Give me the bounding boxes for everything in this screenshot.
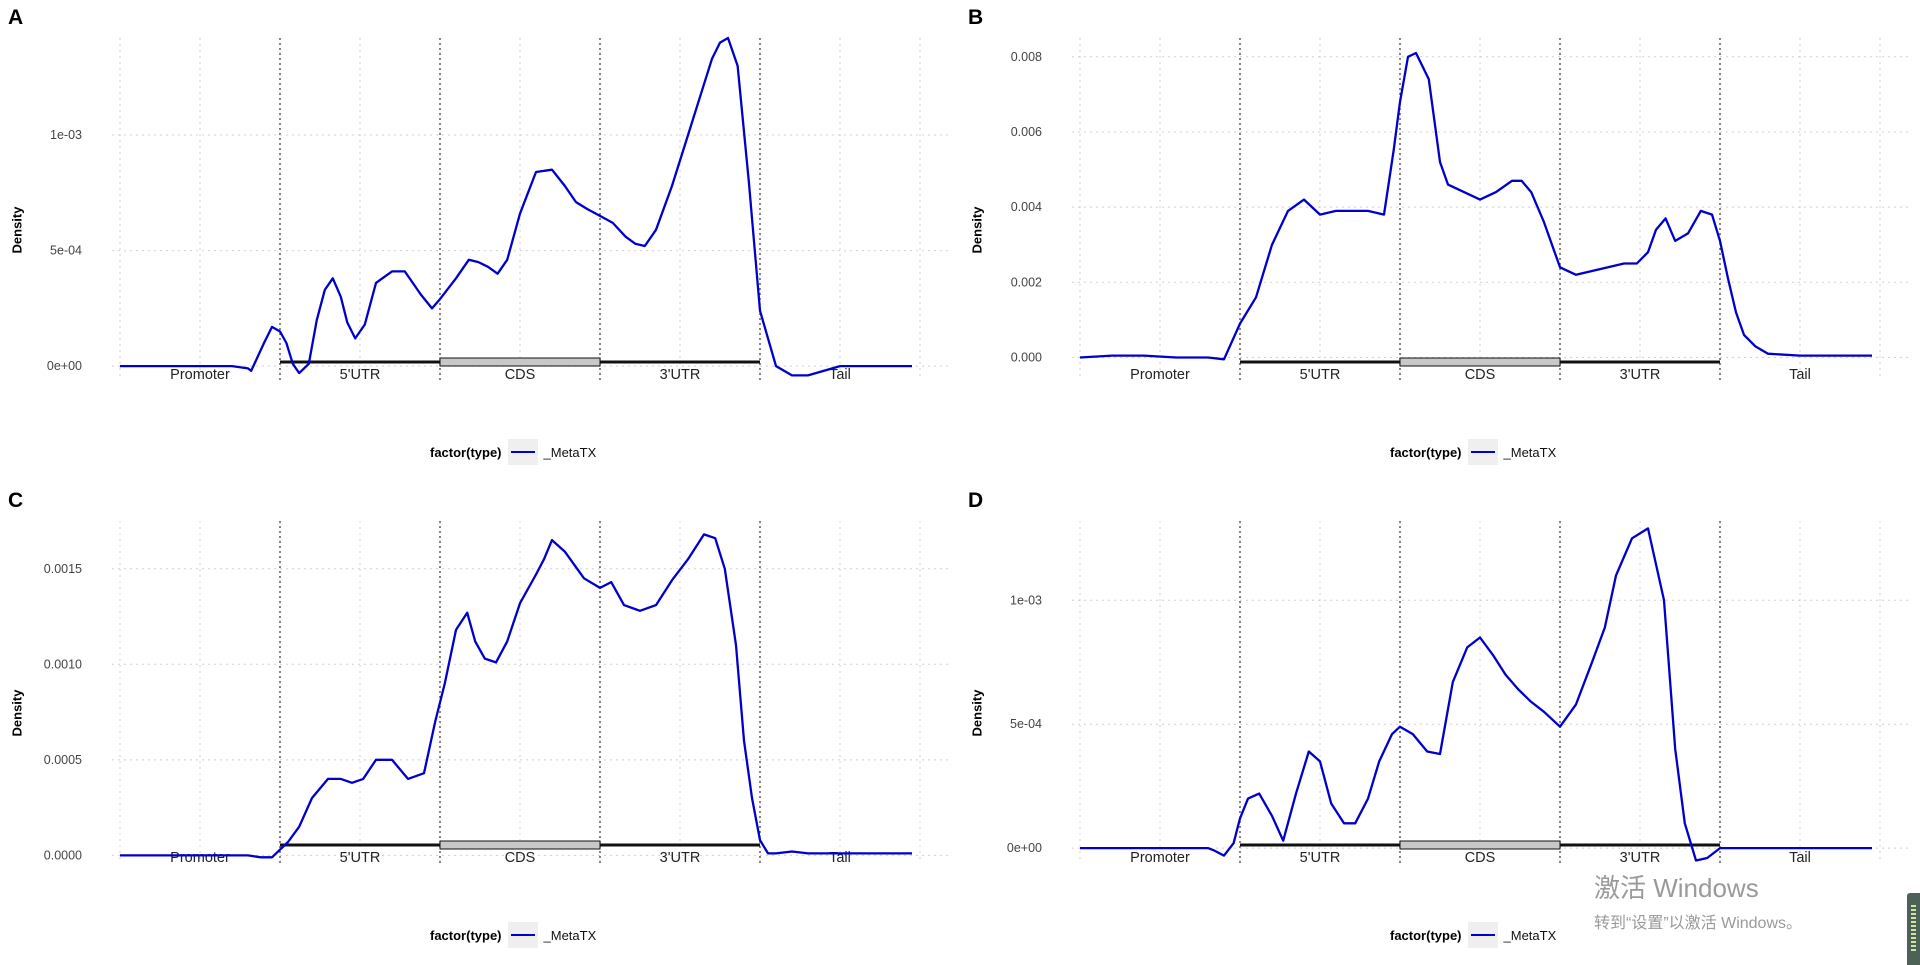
watermark-subtitle: 转到“设置”以激活 Windows。: [1594, 915, 1803, 932]
meter-icon: [1911, 905, 1916, 953]
region-label: 3'UTR: [660, 850, 701, 866]
panel-label: A: [8, 6, 24, 29]
legend-series-name: _MetaTX: [1503, 444, 1557, 460]
density-series-line: [1080, 527, 1872, 862]
region-label: 3'UTR: [1620, 367, 1661, 383]
y-tick-label: 5e-04: [50, 244, 82, 258]
legend-title: factor(type): [430, 927, 502, 943]
y-tick-label: 1e-03: [50, 128, 82, 142]
panel-label: B: [968, 6, 984, 29]
region-label: Promoter: [1130, 850, 1190, 866]
y-tick-label: 0.002: [1011, 275, 1042, 289]
region-label: 3'UTR: [660, 367, 701, 383]
watermark-title: 激活 Windows: [1594, 873, 1759, 903]
region-label: 3'UTR: [1620, 850, 1661, 866]
cds-box: [439, 357, 601, 367]
y-tick-label: 0.0005: [44, 753, 82, 767]
legend-title: factor(type): [430, 444, 502, 460]
legend: factor(type) _MetaTX: [430, 922, 597, 948]
panel-label: C: [8, 489, 24, 512]
legend: factor(type) _MetaTX: [430, 439, 597, 465]
windows-activation-watermark: 激活 Windows 转到“设置”以激活 Windows。: [1594, 868, 1802, 933]
panel-c: C Density 0.0000 0.0005 0.0010 0.0015 Promot…: [0, 483, 960, 965]
cds-box: [1399, 840, 1561, 850]
legend-title: factor(type): [1390, 927, 1462, 943]
y-tick-label: 0.000: [1011, 350, 1042, 364]
y-tick-label: 5e-04: [1010, 717, 1042, 731]
panel-d: D Density 0e+00 5e-04 1e-03 Promoter 5'UTR CD…: [960, 483, 1920, 965]
region-label: Tail: [1789, 367, 1811, 383]
chart-a: 0e+00 5e-04 1e-03 Promoter 5'UTR CDS 3'UTR Tail: [47, 36, 950, 383]
density-series-line: [120, 36, 912, 377]
legend-series-name: _MetaTX: [543, 927, 597, 943]
legend: factor(type) _MetaTX: [1390, 439, 1557, 465]
y-tick-label: 0.006: [1011, 125, 1042, 139]
region-label: CDS: [505, 367, 536, 383]
region-label: 5'UTR: [1300, 850, 1341, 866]
density-series-line: [1079, 51, 1872, 361]
legend-title: factor(type): [1390, 444, 1462, 460]
cds-box: [1399, 357, 1561, 367]
cds-box: [439, 840, 601, 850]
panel-b: B Density 0.000 0.002 0.004 0.006 0.008 Promo…: [960, 0, 1920, 482]
region-label: Promoter: [170, 367, 230, 383]
chart-b: 0.000 0.002 0.004 0.006 0.008 Promoter 5'UTR CD…: [1011, 38, 1910, 383]
y-tick-label: 1e-03: [1010, 593, 1042, 607]
region-label: 5'UTR: [1300, 367, 1341, 383]
y-tick-label: 0.0015: [44, 562, 82, 576]
legend-series-name: _MetaTX: [1503, 927, 1557, 943]
y-tick-label: 0.0010: [44, 657, 82, 671]
region-label: CDS: [1465, 850, 1496, 866]
panel-label: D: [968, 489, 984, 512]
panel-a: A Density 0e+00 5e-04 1e-03 Promoter 5'UTR CD…: [0, 0, 960, 482]
y-tick-label: 0.008: [1011, 50, 1042, 64]
y-tick-label: 0e+00: [47, 359, 82, 373]
y-tick-label: 0.0000: [44, 848, 82, 862]
chart-c: 0.0000 0.0005 0.0010 0.0015 Promoter 5'UTR CDS…: [44, 521, 950, 866]
legend-key: [1467, 439, 1498, 465]
region-label: 5'UTR: [340, 367, 381, 383]
y-tick-label: 0e+00: [1007, 841, 1042, 855]
side-widget-handle[interactable]: [1907, 893, 1920, 965]
region-label: Tail: [829, 367, 851, 383]
region-label: 5'UTR: [340, 850, 381, 866]
region-label: Tail: [1789, 850, 1811, 866]
chart-d: 0e+00 5e-04 1e-03 Promoter 5'UTR CDS 3'UTR Tail: [1007, 521, 1910, 866]
legend-key: [507, 922, 538, 948]
legend-series-name: _MetaTX: [543, 444, 597, 460]
legend-key: [1467, 922, 1498, 948]
y-tick-label: 0.004: [1011, 200, 1042, 214]
density-series-line: [120, 533, 912, 859]
region-label: CDS: [505, 850, 536, 866]
region-label: Promoter: [170, 850, 230, 866]
legend: factor(type) _MetaTX: [1390, 922, 1557, 948]
region-label: CDS: [1465, 367, 1496, 383]
legend-key: [507, 439, 538, 465]
region-label: Promoter: [1130, 367, 1190, 383]
